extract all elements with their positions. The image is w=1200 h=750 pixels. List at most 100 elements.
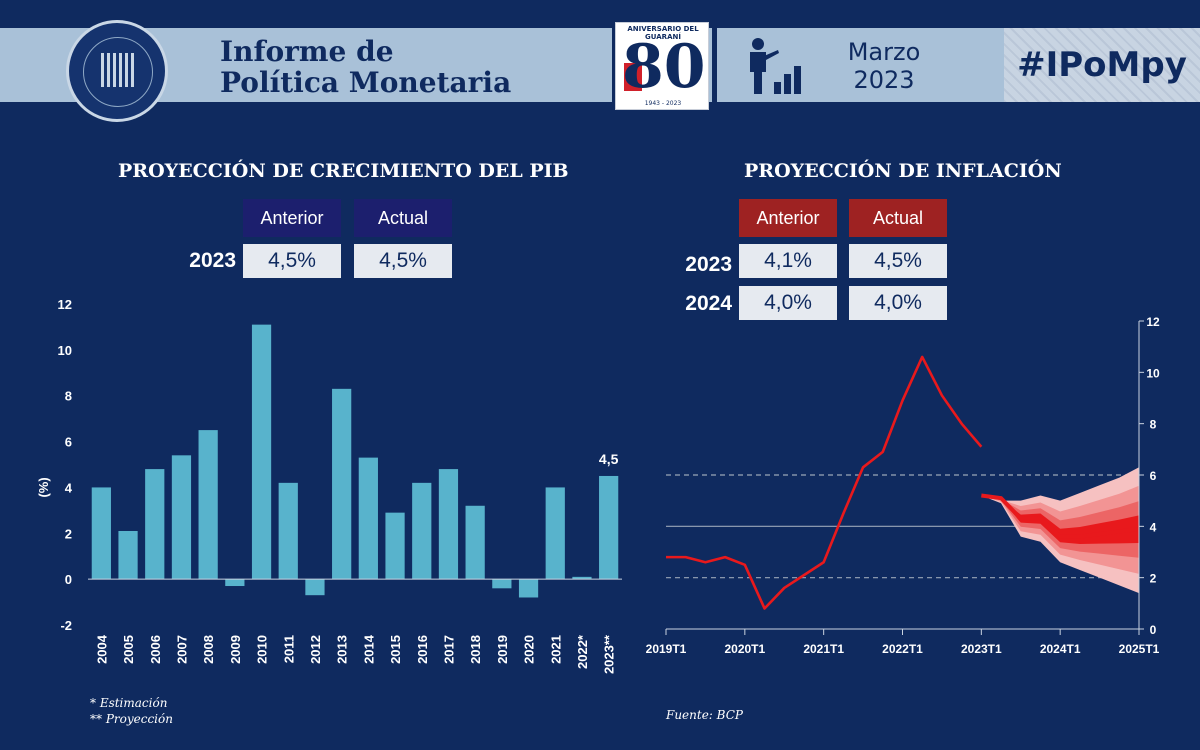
- y-tick-label: 10: [58, 343, 72, 358]
- central-projection: [981, 493, 1140, 539]
- anniversary-years: 1943 - 2023: [644, 100, 682, 107]
- bar: [145, 469, 165, 580]
- inflation-fan-chart: 0 2 4 6 8 10 12 2019T1 2020T1 2021T1 2022T1 2023T1 2…: [646, 315, 1160, 656]
- x-tick-label: 2018: [468, 635, 483, 664]
- bar: [385, 512, 405, 580]
- inflation-2023-actual: 4,5%: [849, 244, 947, 278]
- bar: [545, 487, 565, 580]
- y-tick-label: 10: [1146, 366, 1160, 380]
- x-tick-label: 2020: [522, 635, 537, 664]
- bar: [599, 475, 619, 580]
- anniversary-badge: ANIVERSARIO DEL GUARANÍ 80 1943 - 2023: [615, 22, 709, 110]
- x-tick-label: 2022T1: [882, 642, 923, 656]
- y-tick-label: 6: [65, 435, 72, 450]
- inflation-row-year: 2023: [685, 253, 732, 276]
- y-tick-label: 6: [1150, 469, 1157, 483]
- x-tick-label: 2010: [255, 635, 270, 664]
- gdp-growth-chart: -2 0 2 4 6 8 10 12 (%) 2004 2005 2006 2007 2008 2009 20…: [36, 297, 622, 674]
- header-band: [0, 28, 1200, 102]
- x-tick-label: 2013: [335, 635, 350, 664]
- gdp-header-actual: Actual: [354, 199, 452, 237]
- x-tick-label: 2011: [281, 635, 296, 663]
- gdp-header-anterior: Anterior: [243, 199, 341, 237]
- bar: [305, 579, 325, 596]
- inflation-header-actual: Actual: [849, 199, 947, 237]
- y-tick-label: 8: [1150, 418, 1157, 432]
- x-tick-label: 2012: [308, 635, 323, 664]
- bar: [332, 388, 352, 580]
- x-tick-label: 2015: [388, 635, 403, 664]
- x-tick-label: 2004: [94, 634, 109, 664]
- x-tick-label: 2017: [441, 635, 456, 664]
- inflation-header-anterior: Anterior: [739, 199, 837, 237]
- inflation-line: [666, 355, 983, 610]
- inflation-2023-anterior: 4,1%: [739, 244, 837, 278]
- gdp-value-actual: 4,5%: [354, 244, 452, 278]
- y-axis-label: (%): [36, 477, 51, 497]
- data-label: 4,5: [599, 451, 619, 467]
- y-tick-label: 0: [65, 572, 72, 587]
- note-proyeccion: ** Proyección: [90, 712, 173, 726]
- bar: [251, 324, 272, 580]
- bar: [465, 505, 485, 580]
- x-tick-label: 2023**: [602, 634, 617, 674]
- bar: [572, 576, 592, 580]
- report-title-line1: Informe de: [220, 35, 394, 68]
- bar: [118, 530, 138, 580]
- central-bank-seal: [66, 20, 168, 122]
- report-title-line2: Política Monetaria: [220, 66, 512, 99]
- x-tick-label: 2019T1: [646, 642, 687, 656]
- bar: [198, 430, 218, 580]
- report-month: Marzo: [847, 38, 921, 66]
- x-tick-label: 2023T1: [961, 642, 1002, 656]
- bar: [225, 579, 245, 587]
- y-tick-label: 12: [1146, 315, 1160, 329]
- x-tick-label: 2025T1: [1119, 642, 1160, 656]
- bar: [518, 579, 539, 598]
- x-tick-label: 2024T1: [1040, 642, 1081, 656]
- x-tick-label: 2022*: [575, 634, 590, 669]
- fan-band: [981, 495, 1139, 544]
- presenter-chart-icon: [750, 38, 801, 94]
- inflation-2024-anterior: 4,0%: [739, 286, 837, 320]
- x-tick-label: 2007: [174, 635, 189, 664]
- y-tick-label: -2: [60, 618, 72, 633]
- source-note: Fuente: BCP: [666, 708, 743, 722]
- gdp-row-year: 2023: [189, 249, 236, 272]
- inflation-row-year: 2024: [685, 292, 732, 315]
- bar: [438, 469, 459, 580]
- gdp-value-anterior: 4,5%: [243, 244, 341, 278]
- note-estimacion: * Estimación: [90, 696, 168, 710]
- report-title: Informe de Política Monetaria: [220, 36, 511, 98]
- bar: [492, 579, 512, 589]
- x-tick-label: 2009: [228, 635, 243, 664]
- gdp-section-title: PROYECCIÓN DE CRECIMIENTO DEL PIB: [118, 160, 569, 182]
- x-tick-label: 2019: [495, 635, 510, 664]
- bar: [171, 455, 192, 580]
- report-year: 2023: [853, 66, 915, 94]
- y-tick-label: 4: [1150, 520, 1157, 534]
- x-tick-label: 2020T1: [724, 642, 765, 656]
- inflation-section-title: PROYECCIÓN DE INFLACIÓN: [744, 160, 1062, 182]
- y-tick-label: 2: [65, 526, 72, 541]
- hashtag-label: #IPoMpy: [1004, 28, 1200, 102]
- bar: [91, 487, 111, 580]
- report-date: Marzo 2023: [824, 38, 944, 94]
- bar: [412, 482, 432, 580]
- anniversary-caption: ANIVERSARIO DEL GUARANÍ: [627, 25, 699, 41]
- y-tick-label: 2: [1150, 572, 1157, 586]
- x-tick-label: 2016: [415, 635, 430, 664]
- building-icon: [101, 53, 135, 87]
- header-divider: [712, 28, 717, 102]
- x-tick-label: 2021T1: [803, 642, 844, 656]
- bar: [278, 482, 298, 580]
- header-divider: [612, 28, 617, 102]
- inflation-2024-actual: 4,0%: [849, 286, 947, 320]
- y-tick-label: 4: [65, 480, 73, 495]
- flag-stripe: [624, 63, 642, 91]
- x-tick-label: 2006: [148, 635, 163, 664]
- y-tick-label: 8: [65, 389, 72, 404]
- anniversary-number: 80: [622, 32, 706, 102]
- y-tick-label: 12: [58, 297, 72, 312]
- x-tick-label: 2008: [201, 635, 216, 664]
